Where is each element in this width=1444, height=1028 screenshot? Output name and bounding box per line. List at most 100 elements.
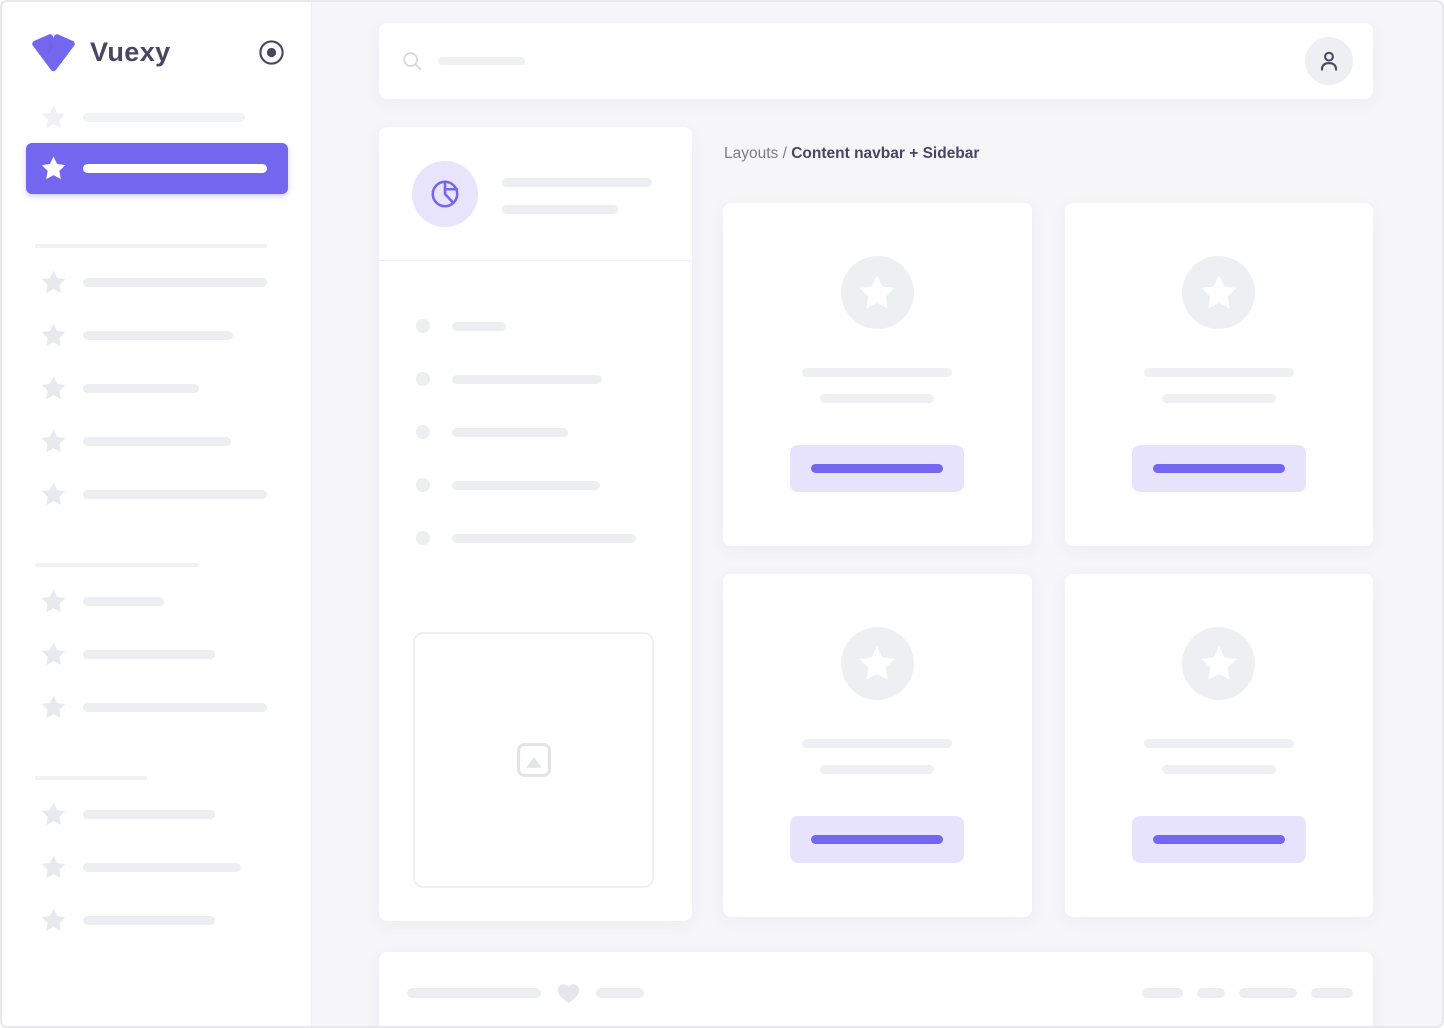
- star-icon: [41, 104, 66, 128]
- image-icon: [516, 743, 551, 777]
- feature-card-avatar: [1182, 256, 1256, 329]
- star-icon: [859, 645, 895, 680]
- list-item: [416, 478, 600, 492]
- heart-icon: [557, 984, 580, 1003]
- footer: [379, 952, 1373, 1026]
- sidebar-nav-item[interactable]: [26, 369, 288, 407]
- pie-chart-icon: [431, 180, 459, 208]
- sidebar-nav-item[interactable]: [26, 901, 288, 939]
- search-input[interactable]: [401, 50, 525, 72]
- sidebar-nav-item[interactable]: [26, 143, 288, 194]
- card-text-placeholder: [1143, 739, 1294, 748]
- detail-header-placeholder: [502, 205, 618, 214]
- star-icon: [41, 322, 66, 346]
- sidebar-nav-item[interactable]: [26, 688, 288, 726]
- card-action-button[interactable]: [1131, 445, 1306, 492]
- sidebar-nav-item[interactable]: [26, 316, 288, 354]
- divider: [379, 260, 692, 261]
- card-text-placeholder: [820, 765, 935, 774]
- nav-item-placeholder-bar: [83, 702, 267, 712]
- footer-row: [407, 979, 1353, 1006]
- list-item-placeholder-bar: [452, 321, 506, 331]
- list-item-placeholder-bar: [452, 533, 636, 543]
- sidebar-nav-item[interactable]: [26, 422, 288, 460]
- sidebar-nav-item[interactable]: [26, 263, 288, 301]
- star-icon: [41, 641, 66, 665]
- star-icon: [41, 907, 66, 931]
- star-icon: [41, 801, 66, 825]
- nav-item-placeholder-bar: [83, 436, 231, 446]
- user-avatar[interactable]: [1305, 37, 1353, 85]
- sidebar-nav-item[interactable]: [26, 475, 288, 513]
- list-item: [416, 425, 568, 439]
- nav-item-placeholder-bar: [83, 596, 164, 606]
- card-grid: [723, 203, 1373, 917]
- sidebar-nav-item[interactable]: [26, 635, 288, 673]
- breadcrumb-parent[interactable]: Layouts: [724, 145, 779, 162]
- feature-card-avatar: [1182, 627, 1256, 700]
- user-icon: [1320, 51, 1338, 71]
- card-text-placeholder: [802, 368, 953, 377]
- radio-circle-icon: [258, 40, 284, 65]
- top-navbar: [379, 23, 1373, 99]
- nav-item-placeholder-bar: [83, 277, 267, 287]
- bullet-dot: [416, 319, 430, 333]
- nav-item-placeholder-bar: [83, 330, 233, 340]
- star-icon: [41, 428, 66, 452]
- brand: Vuexy: [2, 2, 311, 73]
- sidebar-pin-toggle[interactable]: [257, 39, 285, 67]
- nav-item-placeholder-bar: [83, 809, 215, 819]
- star-icon: [1201, 274, 1237, 309]
- card-text-placeholder: [1161, 765, 1276, 774]
- sidebar-section-placeholder: [35, 244, 267, 248]
- nav-item-placeholder-bar: [83, 164, 267, 173]
- feature-card-avatar: [840, 627, 914, 700]
- button-label-placeholder: [811, 464, 944, 473]
- star-icon: [41, 156, 66, 180]
- sidebar-nav-item[interactable]: [26, 795, 288, 833]
- card-text-placeholder: [820, 394, 935, 403]
- feature-card: [1064, 203, 1373, 546]
- footer-links: [1142, 987, 1353, 998]
- card-action-button[interactable]: [790, 816, 965, 863]
- breadcrumb-separator: /: [782, 145, 792, 162]
- brand-title: Vuexy: [90, 37, 171, 67]
- list-item: [416, 531, 636, 545]
- nav-item-placeholder-bar: [83, 649, 215, 659]
- footer-placeholder-bar: [1142, 987, 1183, 998]
- card-action-button[interactable]: [790, 445, 965, 492]
- footer-placeholder-bar: [1239, 987, 1297, 998]
- list-item-placeholder-bar: [452, 374, 602, 384]
- feature-card: [723, 203, 1032, 546]
- feature-card: [1064, 574, 1373, 917]
- list-item-placeholder-bar: [452, 427, 568, 437]
- detail-header-placeholder: [502, 178, 652, 187]
- nav-item-placeholder-bar: [83, 489, 267, 499]
- search-icon: [403, 52, 422, 71]
- sidebar-nav-item[interactable]: [26, 848, 288, 886]
- star-icon: [1201, 645, 1237, 680]
- sidebar-section-placeholder: [35, 776, 147, 780]
- feature-card: [723, 574, 1032, 917]
- star-icon: [41, 269, 66, 293]
- sidebar-nav-item[interactable]: [26, 582, 288, 620]
- sidebar-nav-item[interactable]: [26, 98, 288, 136]
- star-icon: [41, 854, 66, 878]
- bullet-dot: [416, 531, 430, 545]
- sidebar-nav: [26, 98, 288, 939]
- feature-card-avatar: [840, 256, 914, 329]
- sidebar: Vuexy: [2, 2, 312, 1026]
- nav-item-placeholder-bar: [83, 112, 245, 122]
- breadcrumb-current: Content navbar + Sidebar: [791, 145, 980, 162]
- card-text-placeholder: [1161, 394, 1276, 403]
- nav-item-placeholder-bar: [83, 915, 215, 925]
- footer-placeholder-bar: [1197, 987, 1225, 998]
- list-item: [416, 372, 602, 386]
- vuexy-logo-icon[interactable]: [30, 32, 77, 73]
- card-text-placeholder: [1143, 368, 1294, 377]
- button-label-placeholder: [1152, 464, 1285, 473]
- card-action-button[interactable]: [1131, 816, 1306, 863]
- main-area: Layouts / Content navbar + Sidebar: [312, 2, 1442, 1026]
- card-text-placeholder: [802, 739, 953, 748]
